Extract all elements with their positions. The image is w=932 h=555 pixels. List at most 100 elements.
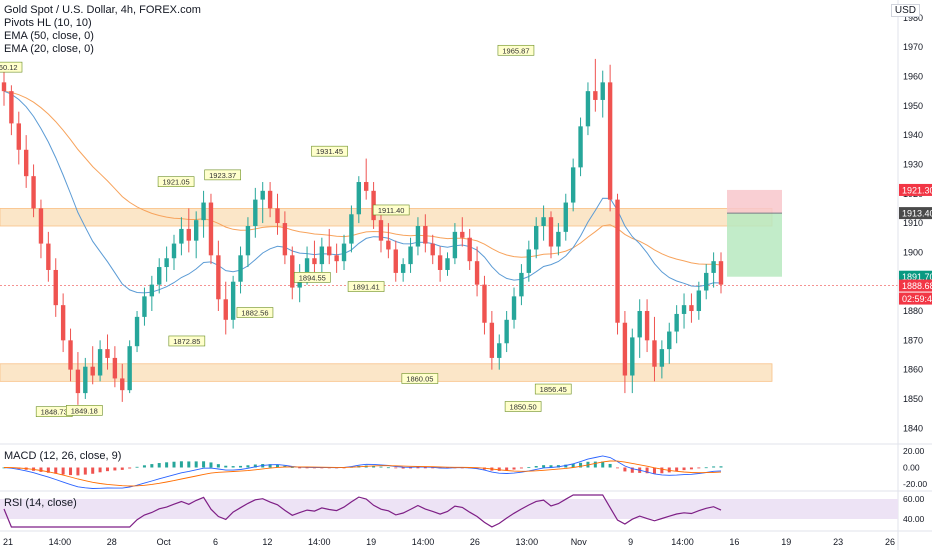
candle-body <box>157 267 162 285</box>
candle-body <box>482 284 487 323</box>
candle <box>437 246 443 282</box>
price-tick-label: 1870 <box>903 335 923 345</box>
ema20-line <box>3 90 722 294</box>
candle-body <box>497 343 502 358</box>
price-tick-label: 1970 <box>903 42 923 52</box>
price-tick-label: 1840 <box>903 423 923 433</box>
candle <box>570 158 576 212</box>
macd-tick-label: -20.00 <box>903 479 927 489</box>
rsi-tick-label: 60.00 <box>903 494 925 504</box>
rsi-tick-label: 40.00 <box>903 514 925 524</box>
macd-histogram-bar <box>342 467 346 469</box>
candle <box>689 293 694 323</box>
candle-body <box>607 82 613 200</box>
time-tick-label: 28 <box>107 537 117 547</box>
macd-histogram-bar <box>142 465 146 468</box>
time-axis[interactable]: 21 14:00 28 Oct 6 12 14:00 19 14:00 26 13:00 Nov 9 14… <box>3 537 895 547</box>
legend-ema20[interactable]: EMA (20, close, 0) <box>4 43 94 55</box>
candle <box>659 340 665 379</box>
price-label-box <box>899 279 932 292</box>
pivot-label-text: 1894.55 <box>299 273 326 282</box>
candle-body <box>378 220 384 241</box>
candle-body <box>556 231 561 247</box>
macd-histogram-bar <box>630 467 634 473</box>
currency-badge[interactable]: USD <box>890 4 920 17</box>
time-tick-label: 14:00 <box>671 537 694 547</box>
candle-body <box>704 272 709 291</box>
candle <box>238 246 243 294</box>
macd-histogram-bar <box>69 467 73 476</box>
candle-body <box>430 243 435 256</box>
macd-histogram-bar <box>652 467 656 474</box>
candle-body <box>60 305 66 341</box>
macd-histogram-bar <box>39 467 43 472</box>
candle-body <box>489 322 495 358</box>
macd-histogram-bar <box>224 465 228 468</box>
candle <box>400 258 406 282</box>
rsi-pane[interactable]: 60.00 40.00 <box>0 494 925 528</box>
macd-label[interactable]: MACD (12, 26, close, 9) <box>4 450 122 462</box>
legend-pivots[interactable]: Pivots HL (10, 10) <box>4 17 92 29</box>
candle-body <box>238 255 243 282</box>
pivot-label-box <box>66 405 103 416</box>
candle-body <box>245 226 251 256</box>
candle-body <box>364 182 369 191</box>
candle-body <box>452 231 458 259</box>
candle-body <box>208 202 214 256</box>
candle <box>393 240 398 282</box>
macd-histogram-bar <box>120 467 124 470</box>
macd-histogram-bar <box>194 461 198 468</box>
time-tick-label: 23 <box>833 537 843 547</box>
candle <box>245 217 251 268</box>
candle <box>474 246 480 297</box>
macd-histogram-bar <box>519 467 523 469</box>
legend-symbol[interactable]: Gold Spot / U.S. Dollar, 4h, FOREX.com <box>4 4 201 16</box>
pivot-label: 1894.55 <box>294 272 331 283</box>
macd-histogram-bar <box>675 467 679 472</box>
price-label-text: 1921.30 <box>902 185 932 195</box>
candle-body <box>667 331 672 350</box>
macd-pane[interactable]: 20.00 0.00 -20.00 <box>2 446 928 489</box>
candle <box>681 293 687 329</box>
macd-histogram-bar <box>98 467 102 473</box>
price-tick-label: 1860 <box>903 365 923 375</box>
candle <box>711 252 716 288</box>
candle <box>208 193 214 265</box>
macd-histogram-bar <box>135 466 139 468</box>
candle <box>253 187 258 238</box>
candle-body <box>90 366 95 376</box>
pivot-label-box <box>204 169 241 181</box>
time-tick-label: 21 <box>3 537 13 547</box>
candle <box>260 182 265 224</box>
short-position-tool[interactable] <box>0 189 898 286</box>
legend-ema50[interactable]: EMA (50, close, 0) <box>4 30 94 42</box>
candle-body <box>541 217 546 226</box>
rsi-label[interactable]: RSI (14, close) <box>4 497 77 509</box>
pivot-label: 1891.41 <box>347 281 385 292</box>
macd-histogram-bar <box>608 463 612 468</box>
candle <box>282 211 288 265</box>
time-tick-label: 19 <box>781 537 791 547</box>
candle-body <box>467 237 472 262</box>
pivot-label-text: 1849.18 <box>71 406 98 415</box>
pivot-label-box <box>157 176 195 187</box>
time-tick-label: Oct <box>157 537 172 547</box>
candle-body <box>644 311 650 341</box>
candle-body <box>179 228 184 244</box>
candle <box>482 275 487 335</box>
candle-body <box>615 199 620 323</box>
candle-body <box>460 231 465 238</box>
zones-layer <box>0 208 773 382</box>
chart-legend[interactable]: Gold Spot / U.S. Dollar, 4h, FOREX.com P… <box>4 4 201 56</box>
macd-histogram-bar <box>601 461 605 468</box>
candle <box>378 211 384 253</box>
macd-histogram-bar <box>616 467 620 469</box>
candle-body <box>1 82 7 92</box>
pivot-label-box <box>0 61 23 73</box>
macd-histogram-bar <box>431 467 435 469</box>
pivot-label: 1850.50 <box>504 401 542 412</box>
macd-histogram-bar <box>505 467 509 471</box>
candle <box>223 281 228 335</box>
